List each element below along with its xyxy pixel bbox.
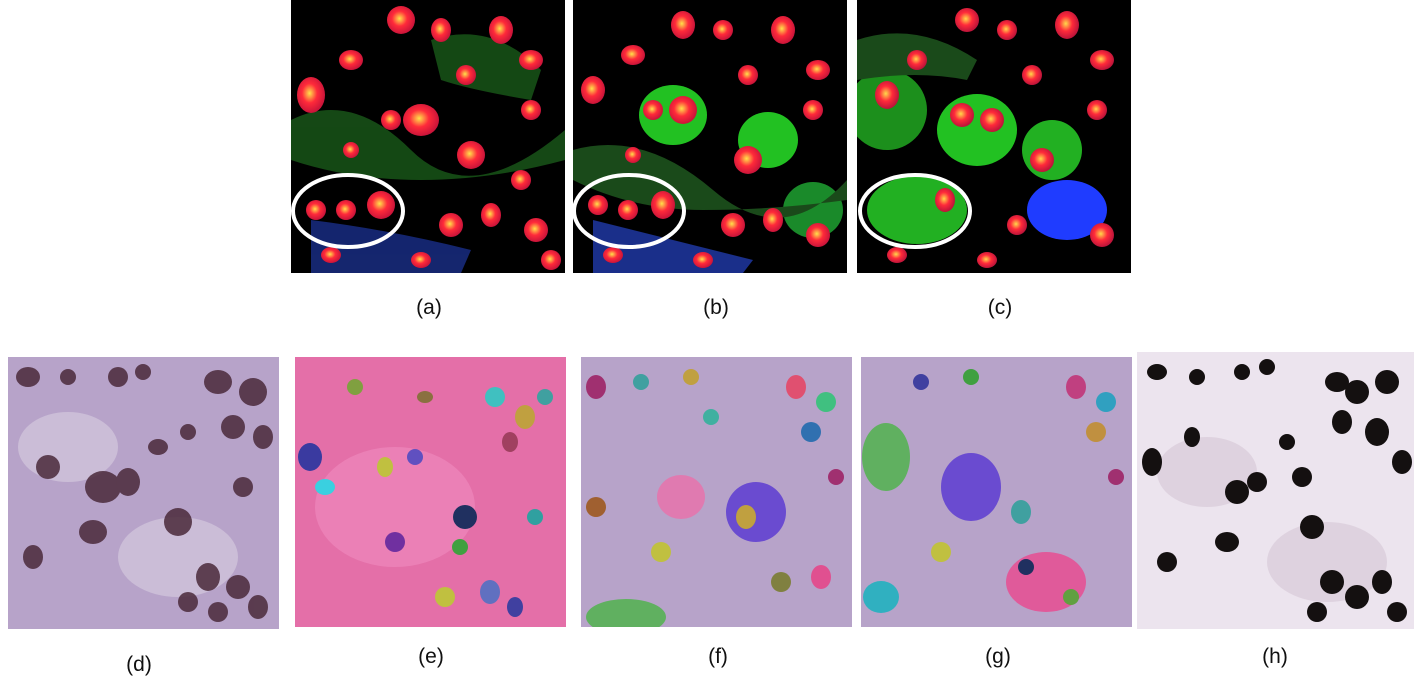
overlay-image-f xyxy=(581,357,852,627)
caption-b: (b) xyxy=(703,296,729,319)
highlight-ring xyxy=(291,173,405,249)
caption-f: (f) xyxy=(708,645,728,668)
overlay-image-g xyxy=(861,357,1132,627)
caption-h: (h) xyxy=(1262,645,1288,668)
histology-image xyxy=(8,357,279,629)
panel-d-histology xyxy=(8,357,279,629)
caption-e: (e) xyxy=(418,645,444,668)
nuclei-mask-image xyxy=(1137,352,1414,629)
highlight-ring xyxy=(858,173,972,249)
panel-f-overlay xyxy=(581,357,852,627)
panel-g-overlay xyxy=(861,357,1132,627)
caption-g: (g) xyxy=(985,645,1011,668)
panel-b-feature-map xyxy=(573,0,847,273)
feature-map-c-image xyxy=(857,0,1131,273)
caption-c: (c) xyxy=(987,296,1013,319)
caption-a: (a) xyxy=(416,296,442,319)
panel-c-feature-map xyxy=(857,0,1131,273)
highlight-ring xyxy=(573,173,686,249)
overlay-image-e xyxy=(295,357,566,627)
feature-map-b-image xyxy=(573,0,847,273)
panel-a-feature-map xyxy=(291,0,565,273)
feature-map-a-image xyxy=(291,0,565,273)
panel-h-mask xyxy=(1137,352,1414,629)
panel-e-overlay xyxy=(295,357,566,627)
caption-d: (d) xyxy=(126,653,152,676)
